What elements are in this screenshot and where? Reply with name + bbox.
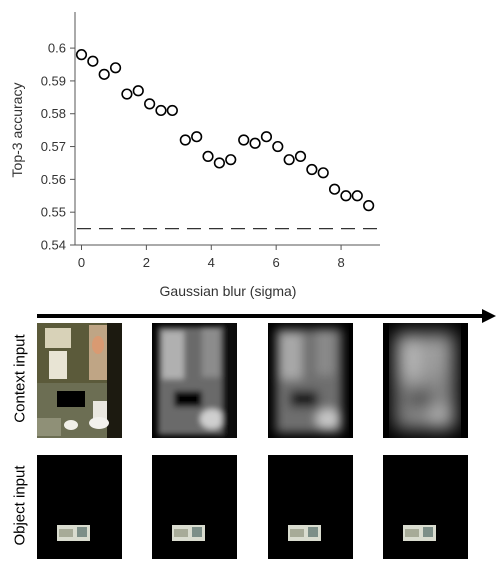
- y-tick-label: 0.59: [41, 73, 66, 88]
- row-label-object: Object input: [11, 465, 29, 546]
- x-tick-label: 6: [273, 255, 280, 270]
- blurred-scene-image-2: [268, 323, 353, 438]
- arrow-head: [482, 309, 496, 323]
- y-tick-label: 0.54: [41, 238, 66, 253]
- data-point: [179, 134, 191, 146]
- data-point: [317, 167, 329, 179]
- data-point: [351, 190, 363, 202]
- data-point: [272, 140, 284, 153]
- x-tick-label: 4: [208, 255, 215, 270]
- object-crop-image-4: [383, 455, 468, 559]
- x-tick-label: 0: [78, 255, 85, 270]
- object-panel-1: [37, 455, 122, 559]
- data-point: [155, 104, 167, 117]
- blur-direction-arrow: [37, 309, 496, 323]
- data-point: [363, 200, 375, 212]
- object-panel-3: [268, 455, 353, 559]
- data-point: [225, 154, 237, 166]
- data-point: [340, 190, 352, 202]
- x-tick-label: 2: [143, 255, 150, 270]
- object-crop-image-2: [152, 455, 237, 559]
- data-point: [294, 150, 307, 162]
- row-label-context: Context input: [11, 334, 29, 423]
- object-panel-4: [383, 455, 468, 559]
- data-point: [144, 98, 156, 110]
- data-point: [87, 55, 99, 67]
- x-ticks: 0 2 4 6 8: [78, 245, 345, 270]
- accuracy-chart: 0.54 0.55 0.56 0.57 0.58 0.59 0.6 0 2 4 6 8 Gaussi…: [9, 12, 380, 299]
- y-tick-label: 0.6: [48, 41, 66, 56]
- context-panel-sigma-0: [37, 323, 122, 438]
- data-point: [121, 88, 133, 100]
- chart-axes: [74, 12, 380, 246]
- x-axis-label: Gaussian blur (sigma): [160, 283, 297, 299]
- context-panel-sigma-mid: [268, 323, 353, 438]
- object-crop-image-1: [37, 455, 122, 559]
- y-tick-label: 0.55: [41, 205, 66, 220]
- y-ticks: 0.54 0.55 0.56 0.57 0.58 0.59 0.6: [41, 41, 75, 253]
- data-point: [132, 85, 144, 97]
- data-point: [238, 134, 250, 146]
- context-panel-sigma-high: [383, 323, 468, 438]
- data-points: [75, 49, 375, 212]
- context-panel-sigma-low: [152, 323, 237, 438]
- bathroom-scene-image: [37, 323, 122, 438]
- data-point: [249, 137, 261, 149]
- data-point: [213, 157, 225, 169]
- blurred-scene-image-3: [383, 323, 468, 438]
- object-panel-2: [152, 455, 237, 559]
- object-crop-image-3: [268, 455, 353, 559]
- data-point: [75, 49, 88, 61]
- data-point: [328, 183, 341, 195]
- data-point: [306, 163, 318, 176]
- y-tick-label: 0.58: [41, 106, 66, 121]
- y-tick-label: 0.57: [41, 139, 66, 154]
- blurred-scene-image-1: [152, 323, 237, 438]
- y-tick-label: 0.56: [41, 172, 66, 187]
- y-axis-label: Top-3 accuracy: [9, 83, 25, 178]
- data-point: [202, 150, 214, 162]
- data-point: [260, 131, 273, 143]
- data-point: [98, 68, 110, 80]
- data-point: [166, 104, 178, 117]
- data-point: [191, 131, 203, 143]
- x-tick-label: 8: [337, 255, 344, 270]
- data-point: [283, 154, 295, 166]
- data-point: [109, 62, 122, 74]
